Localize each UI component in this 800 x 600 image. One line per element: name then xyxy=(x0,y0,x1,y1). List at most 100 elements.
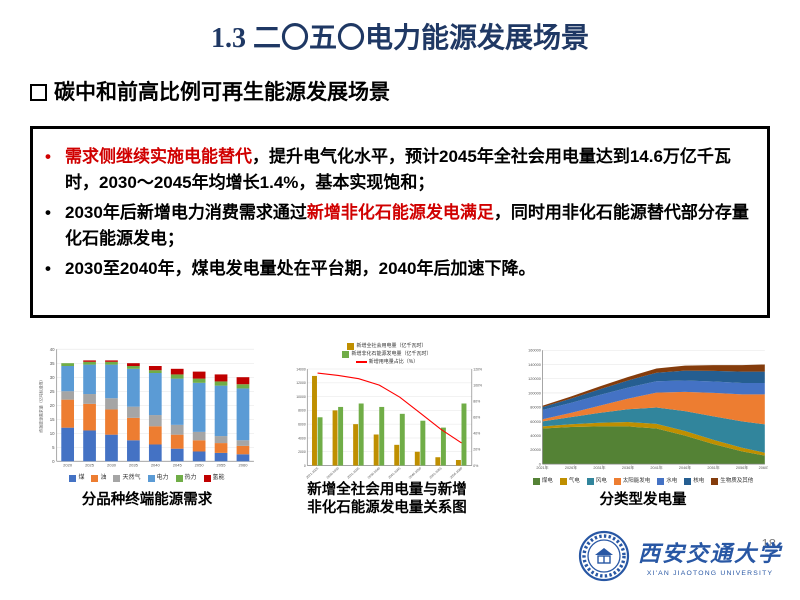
legend-label: 煤 xyxy=(78,474,85,481)
legend-label: 生物质及其他 xyxy=(720,477,754,484)
university-logo: 西安交通大学 XI'AN JIAOTONG UNIVERSITY xyxy=(578,530,782,582)
svg-text:5: 5 xyxy=(52,445,55,450)
svg-text:14000: 14000 xyxy=(296,368,306,372)
legend-swatch-icon xyxy=(91,474,99,482)
bullet-plain: 2030年后新增电力消费需求通过 xyxy=(65,203,307,222)
legend-item: 新增非化石能源发电量（亿千瓦时） xyxy=(342,351,432,358)
svg-text:6000: 6000 xyxy=(298,423,306,427)
svg-text:15: 15 xyxy=(50,417,55,422)
legend-item: 新增全社会用电量（亿千瓦时） xyxy=(347,343,427,350)
svg-text:2026年: 2026年 xyxy=(565,465,577,470)
svg-text:2046-2050: 2046-2050 xyxy=(408,466,422,479)
svg-text:100000: 100000 xyxy=(528,391,541,395)
legend-item: 生物质及其他 xyxy=(711,477,754,485)
legend-swatch-icon xyxy=(203,474,211,482)
svg-text:120%: 120% xyxy=(473,368,482,372)
caption-line: 新增全社会用电量与新增 xyxy=(307,482,467,498)
legend-swatch-icon xyxy=(657,477,665,485)
legend-swatch-icon xyxy=(711,477,719,485)
university-name-zh: 西安交通大学 xyxy=(638,540,783,566)
legend-item: 电力 xyxy=(147,474,169,483)
svg-text:2055: 2055 xyxy=(217,462,227,467)
chart-new-electricity-relation: 新增全社会用电量（亿千瓦时） 新增非化石能源发电量（亿千瓦时） 新增用电量占比（%）… xyxy=(288,343,486,480)
chart-terminal-energy-demand: 0 5 10 15 20 25 30 35 40 2020 2025 2030 2035 2040 2045… xyxy=(38,344,256,482)
chart-legend: 新增全社会用电量（亿千瓦时） 新增非化石能源发电量（亿千瓦时） 新增用电量占比（%） xyxy=(288,343,486,365)
chart-caption: 新增全社会用电量与新增 非化石能源发电量关系图 xyxy=(278,481,496,517)
svg-text:10000: 10000 xyxy=(296,395,306,399)
legend-item: 太阳能发电 xyxy=(613,477,651,485)
chart-canvas: 0 20000 40000 60000 80000 100000 120000 140000 1… xyxy=(528,349,768,470)
svg-text:2041年: 2041年 xyxy=(650,465,662,470)
legend-swatch-icon xyxy=(586,477,594,485)
bullet-item: • 2030年后新增电力消费需求通过新增非化石能源发电满足，同时用非化石能源替代… xyxy=(45,200,753,251)
section-heading: 碳中和前高比例可再生能源发展场景 xyxy=(30,76,390,106)
svg-text:20: 20 xyxy=(50,403,55,408)
legend-swatch-icon xyxy=(347,343,355,350)
caption-line: 分品种终端能源需求 xyxy=(81,492,213,508)
xjtu-emblem-icon xyxy=(578,530,630,582)
key-points-box: • 需求侧继续实施电能替代，提升电气化水平，预计2045年全社会用电量达到14.… xyxy=(30,126,770,318)
bullet-text: 需求侧继续实施电能替代，提升电气化水平，预计2045年全社会用电量达到14.6万… xyxy=(65,144,753,195)
legend-label: 煤电 xyxy=(541,477,553,484)
svg-text:2060年: 2060年 xyxy=(759,465,768,470)
svg-text:2045: 2045 xyxy=(173,462,183,467)
svg-text:2046年: 2046年 xyxy=(679,465,691,470)
university-name-en: XI'AN JIAOTONG UNIVERSITY xyxy=(646,569,774,577)
bullet-plain: 2030至2040年，煤电发电量处在平台期，2040年后加速下降。 xyxy=(65,259,536,278)
legend-item: 水电 xyxy=(657,477,678,485)
caption-line: 分类型发电量 xyxy=(599,492,687,508)
chart-caption: 分品种终端能源需求 xyxy=(38,488,256,509)
chart-canvas: 0 2000 4000 6000 8000 10000 12000 14000 0% 20% 40%… xyxy=(296,368,482,480)
legend-swatch-icon xyxy=(175,474,183,482)
legend-swatch-icon xyxy=(613,477,621,485)
chart-caption: 分类型发电量 xyxy=(518,488,768,509)
svg-text:2035: 2035 xyxy=(129,462,139,467)
chart-legend: 煤电 气电 风电 太阳能发电 水电 核电 生物质及其他 xyxy=(518,477,768,485)
bullet-item: • 需求侧继续实施电能替代，提升电气化水平，预计2045年全社会用电量达到14.… xyxy=(45,144,753,195)
legend-swatch-icon xyxy=(113,474,121,482)
svg-text:140000: 140000 xyxy=(528,363,541,367)
bullet-text: 2030年后新增电力消费需求通过新增非化石能源发电满足，同时用非化石能源替代部分… xyxy=(65,200,753,251)
legend-label: 太阳能发电 xyxy=(622,477,651,484)
legend-label: 气电 xyxy=(568,477,580,484)
legend-label: 风电 xyxy=(595,477,607,484)
legend-swatch-icon xyxy=(559,477,567,485)
legend-item: 天然气 xyxy=(113,474,141,483)
svg-text:120000: 120000 xyxy=(528,377,541,381)
svg-text:100%: 100% xyxy=(473,384,482,388)
page-title: 1.3 二〇五〇电力能源发展场景 xyxy=(210,23,589,54)
square-bullet-icon xyxy=(30,83,47,101)
svg-text:10: 10 xyxy=(50,431,55,436)
svg-text:2031-2035: 2031-2035 xyxy=(346,466,360,479)
legend-label: 油 xyxy=(100,474,107,481)
svg-text:2026-2030: 2026-2030 xyxy=(326,466,340,479)
legend-label: 新增全社会用电量（亿千瓦时） xyxy=(356,343,427,350)
caption-line: 非化石能源发电量关系图 xyxy=(307,500,467,517)
chart-legend: 煤 油 天然气 电力 热力 氢能 xyxy=(38,475,256,483)
svg-text:0: 0 xyxy=(539,462,541,466)
legend-item: 煤 xyxy=(69,475,84,483)
bullet-text: 2030至2040年，煤电发电量处在平台期，2040年后加速下降。 xyxy=(65,256,753,282)
chart-generation-by-type: 0 20000 40000 60000 80000 100000 120000 140000 1… xyxy=(518,346,768,485)
svg-text:2050: 2050 xyxy=(195,462,205,467)
svg-text:2021-2025: 2021-2025 xyxy=(305,466,319,479)
legend-item: 油 xyxy=(91,475,106,483)
legend-label: 电力 xyxy=(156,474,169,481)
legend-swatch-icon xyxy=(684,477,692,485)
svg-text:2041-2045: 2041-2045 xyxy=(387,466,401,479)
legend-label: 氢能 xyxy=(212,474,225,481)
bullet-emphasis: 需求侧继续实施电能替代 xyxy=(65,147,252,166)
svg-text:60%: 60% xyxy=(473,416,480,420)
svg-text:0%: 0% xyxy=(473,464,478,468)
svg-text:8000: 8000 xyxy=(298,409,306,413)
legend-swatch-icon xyxy=(69,474,77,482)
legend-label: 水电 xyxy=(666,477,678,484)
svg-text:0: 0 xyxy=(52,459,55,464)
svg-text:终端能源需求量（亿吨标准煤）: 终端能源需求量（亿吨标准煤） xyxy=(39,378,44,433)
svg-text:0: 0 xyxy=(304,464,306,468)
svg-text:2036年: 2036年 xyxy=(622,465,634,470)
legend-label: 热力 xyxy=(184,474,197,481)
page-number: 18 xyxy=(761,536,776,551)
legend-label: 新增非化石能源发电量（亿千瓦时） xyxy=(351,351,432,358)
